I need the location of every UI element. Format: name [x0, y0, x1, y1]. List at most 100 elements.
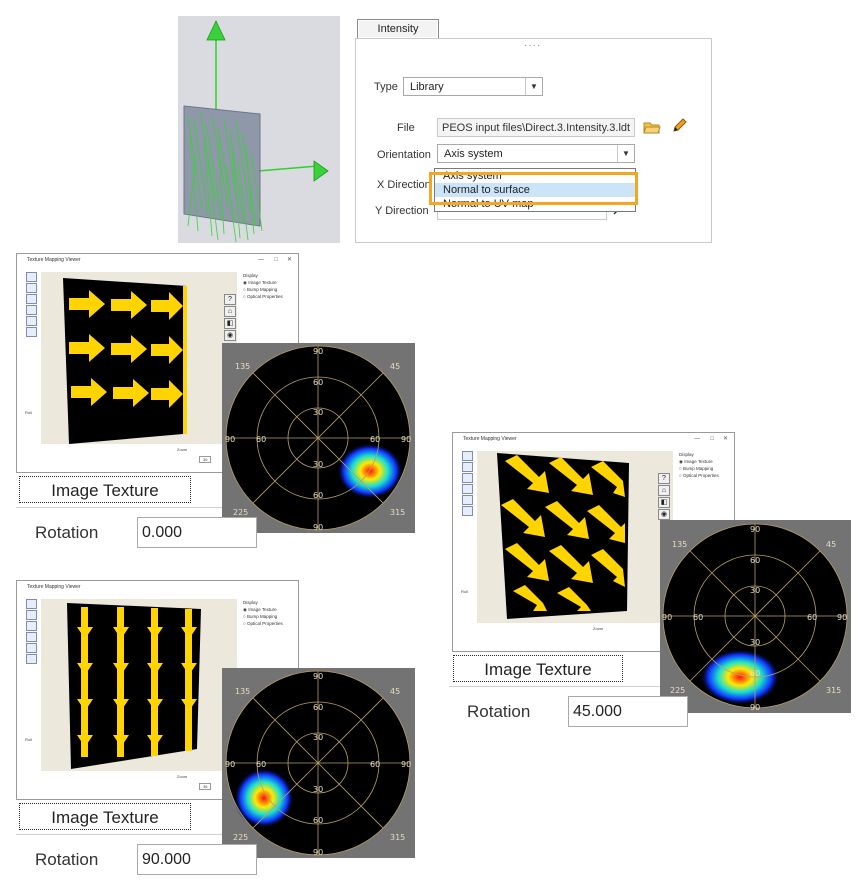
tool-icon[interactable] — [26, 272, 37, 282]
tool-icon[interactable] — [26, 294, 37, 304]
tool-icon[interactable] — [26, 621, 37, 631]
window-title: Texture Mapping Viewer — [463, 436, 517, 442]
texture-canvas — [41, 272, 237, 444]
help-icon[interactable]: ? — [224, 294, 236, 305]
ring-label: 60 — [313, 816, 323, 825]
view-icon[interactable]: ⌂ — [224, 306, 236, 317]
ring-label: 90 — [662, 613, 672, 622]
orientation-select[interactable]: Axis system ▼ — [437, 144, 635, 163]
toolbar-left — [26, 599, 37, 665]
display-options: Display ◉ Image Texture ○ Bump Mapping ○… — [679, 451, 719, 479]
ring-label: 30 — [313, 408, 323, 417]
rotation-label-1: Rotation — [35, 523, 99, 542]
panel-grip[interactable]: ···· — [524, 40, 542, 51]
roll-label: Roll — [25, 737, 32, 742]
angle-label: 135 — [672, 540, 687, 549]
ring-label: 30 — [313, 733, 323, 742]
tool-icon[interactable] — [462, 462, 473, 472]
display-options: Display ◉ Image Texture ○ Bump Mapping ○… — [243, 272, 283, 300]
eye-icon[interactable]: ◉ — [224, 330, 236, 341]
maximize-icon[interactable]: □ — [710, 436, 714, 442]
image-texture-button-1[interactable]: Image Texture — [19, 476, 191, 503]
ring-label: 90 — [225, 435, 235, 444]
rotation-label-3: Rotation — [467, 702, 531, 721]
3d-preview — [178, 16, 340, 243]
angle-label: 315 — [826, 686, 841, 695]
tool-icon[interactable] — [462, 473, 473, 483]
close-icon[interactable]: ✕ — [286, 257, 292, 263]
tool-icon[interactable] — [462, 484, 473, 494]
angle-label: 135 — [235, 687, 250, 696]
ring-label: 30 — [750, 586, 760, 595]
ring-label: 60 — [370, 760, 380, 769]
type-select-value: Library — [410, 81, 444, 93]
tool-icon[interactable] — [26, 643, 37, 653]
close-icon[interactable]: ✕ — [722, 436, 728, 442]
rotation-input-2[interactable]: 90.000 — [137, 844, 257, 875]
rotation-label-2: Rotation — [35, 850, 99, 869]
file-label: File — [397, 122, 415, 134]
rotation-input-3[interactable]: 45.000 — [568, 696, 688, 727]
display-options: Display ◉ Image Texture ○ Bump Mapping ○… — [243, 599, 283, 627]
file-field[interactable]: PEOS input files\Direct.3.Intensity.3.ld… — [437, 118, 635, 137]
x-direction-label: X Direction — [377, 179, 431, 191]
radio-image-texture[interactable]: ◉ Image Texture — [243, 607, 277, 612]
chevron-down-icon: ▼ — [525, 78, 542, 95]
roll-label: Roll — [25, 410, 32, 415]
maximize-icon[interactable]: □ — [274, 257, 278, 263]
ring-label: 60 — [313, 491, 323, 500]
view-icon[interactable]: ◧ — [224, 318, 236, 329]
rotation-input-1[interactable]: 0.000 — [137, 517, 257, 548]
image-texture-button-3[interactable]: Image Texture — [453, 655, 623, 682]
eye-icon[interactable]: ◉ — [658, 509, 670, 520]
tool-icon[interactable] — [462, 506, 473, 516]
display-heading: Display — [679, 452, 694, 457]
radio-image-texture[interactable]: ◉ Image Texture — [679, 459, 713, 464]
chevron-down-icon: ▼ — [617, 145, 634, 162]
ring-label: 90 — [401, 760, 411, 769]
radio-image-texture[interactable]: ◉ Image Texture — [243, 280, 277, 285]
highlight-box — [429, 172, 638, 205]
zoom-label: Zoom — [177, 774, 188, 779]
tool-icon[interactable] — [26, 316, 37, 326]
zoom-value[interactable]: 36 — [199, 456, 212, 463]
ring-label: 90 — [313, 672, 323, 681]
radio-optical-properties[interactable]: ○ Optical Properties — [679, 473, 719, 478]
tab-intensity[interactable]: Intensity — [357, 19, 439, 39]
toolbar-left — [26, 272, 37, 338]
orientation-select-value: Axis system — [444, 148, 503, 160]
ring-label: 60 — [693, 613, 703, 622]
radio-bump-mapping[interactable]: ○ Bump Mapping — [243, 287, 278, 292]
type-select[interactable]: Library ▼ — [403, 77, 543, 96]
help-icon[interactable]: ? — [658, 473, 670, 484]
tool-icon[interactable] — [26, 610, 37, 620]
tool-icon[interactable] — [26, 632, 37, 642]
ring-label: 90 — [750, 525, 760, 534]
tool-icon[interactable] — [26, 599, 37, 609]
dropdown-option-selected[interactable]: Normal to surface — [435, 183, 635, 197]
angle-label: 135 — [235, 362, 250, 371]
tool-icon[interactable] — [462, 451, 473, 461]
minimize-icon[interactable]: — — [258, 257, 264, 263]
window-title: Texture Mapping Viewer — [27, 584, 81, 590]
minimize-icon[interactable]: — — [694, 436, 700, 442]
ring-label: 60 — [256, 435, 266, 444]
radio-bump-mapping[interactable]: ○ Bump Mapping — [243, 614, 278, 619]
radio-optical-properties[interactable]: ○ Optical Properties — [243, 294, 283, 299]
view-icon[interactable]: ◧ — [658, 497, 670, 508]
radio-bump-mapping[interactable]: ○ Bump Mapping — [679, 466, 714, 471]
tool-icon[interactable] — [26, 305, 37, 315]
ring-label: 30 — [313, 785, 323, 794]
zoom-value[interactable]: 36 — [199, 783, 212, 790]
image-texture-button-2[interactable]: Image Texture — [19, 803, 191, 830]
pencil-icon[interactable] — [671, 118, 687, 139]
angle-label: 225 — [670, 686, 685, 695]
ring-label: 30 — [313, 460, 323, 469]
folder-open-icon[interactable] — [643, 119, 661, 140]
tool-icon[interactable] — [26, 327, 37, 337]
view-icon[interactable]: ⌂ — [658, 485, 670, 496]
tool-icon[interactable] — [26, 654, 37, 664]
tool-icon[interactable] — [26, 283, 37, 293]
tool-icon[interactable] — [462, 495, 473, 505]
radio-optical-properties[interactable]: ○ Optical Properties — [243, 621, 283, 626]
